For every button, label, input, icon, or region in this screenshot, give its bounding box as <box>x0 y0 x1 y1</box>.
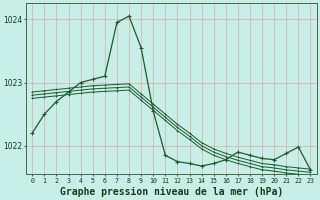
X-axis label: Graphe pression niveau de la mer (hPa): Graphe pression niveau de la mer (hPa) <box>60 186 283 197</box>
